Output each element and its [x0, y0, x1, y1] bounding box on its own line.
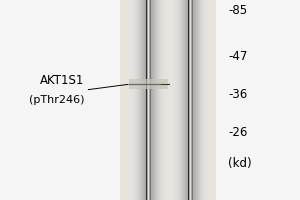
Bar: [160, 0, 161, 200]
Bar: [180, 0, 181, 200]
Bar: [140, 0, 141, 200]
Bar: [149, 0, 150, 200]
Bar: [167, 0, 168, 200]
Bar: [139, 0, 140, 200]
Bar: [199, 0, 200, 200]
Bar: [136, 0, 137, 200]
Bar: [198, 0, 199, 200]
Text: -85: -85: [228, 3, 247, 17]
Bar: [207, 0, 208, 200]
Text: (kd): (kd): [228, 158, 252, 170]
Bar: [204, 0, 205, 200]
Bar: [189, 0, 190, 200]
Bar: [203, 0, 204, 200]
Bar: [133, 0, 134, 200]
Bar: [200, 0, 201, 200]
Bar: [171, 0, 172, 200]
Bar: [138, 0, 139, 200]
Bar: [137, 0, 138, 200]
Bar: [186, 0, 187, 200]
Bar: [173, 0, 174, 200]
Bar: [156, 0, 157, 200]
Bar: [134, 0, 135, 200]
Bar: [175, 0, 176, 200]
Bar: [205, 0, 206, 200]
Bar: [188, 0, 189, 200]
Bar: [151, 0, 152, 200]
Bar: [155, 0, 156, 200]
Bar: [135, 0, 136, 200]
Bar: [153, 0, 154, 200]
Text: -26: -26: [228, 126, 248, 138]
Bar: [131, 0, 132, 200]
Bar: [194, 0, 195, 200]
Bar: [146, 0, 147, 200]
Bar: [144, 0, 145, 200]
Bar: [148, 0, 149, 200]
Bar: [164, 0, 165, 200]
Bar: [195, 0, 196, 200]
Bar: [178, 0, 179, 200]
Bar: [208, 0, 209, 200]
Bar: [165, 0, 166, 200]
Bar: [154, 0, 155, 200]
Bar: [152, 0, 153, 200]
Bar: [145, 0, 146, 200]
Bar: [182, 0, 183, 200]
Bar: [132, 0, 133, 200]
Bar: [163, 0, 164, 200]
Bar: [174, 0, 175, 200]
Bar: [141, 0, 142, 200]
Bar: [162, 0, 163, 200]
Bar: [158, 0, 159, 200]
Bar: [147, 0, 148, 200]
Bar: [157, 0, 158, 200]
Text: (pThr246): (pThr246): [28, 95, 84, 105]
Bar: [160, 0, 161, 200]
Bar: [196, 0, 197, 200]
Bar: [187, 0, 188, 200]
Bar: [120, 0, 216, 200]
Bar: [176, 0, 177, 200]
Bar: [150, 0, 151, 200]
Bar: [193, 0, 194, 200]
Bar: [206, 0, 207, 200]
Text: AKT1S1: AKT1S1: [40, 73, 84, 86]
Bar: [142, 0, 143, 200]
Bar: [181, 0, 182, 200]
Text: -36: -36: [228, 88, 247, 100]
Bar: [177, 0, 178, 200]
Bar: [190, 0, 191, 200]
Bar: [191, 0, 192, 200]
Text: -47: -47: [228, 49, 248, 62]
Bar: [143, 0, 144, 200]
Bar: [159, 0, 160, 200]
Bar: [202, 0, 203, 200]
Bar: [184, 0, 185, 200]
Bar: [201, 0, 202, 200]
Bar: [161, 0, 162, 200]
Bar: [185, 0, 186, 200]
Bar: [129, 79, 168, 89]
Bar: [209, 0, 210, 200]
Bar: [197, 0, 198, 200]
Bar: [129, 0, 130, 200]
Bar: [183, 0, 184, 200]
Bar: [202, 0, 203, 200]
Bar: [179, 0, 180, 200]
Bar: [192, 0, 193, 200]
